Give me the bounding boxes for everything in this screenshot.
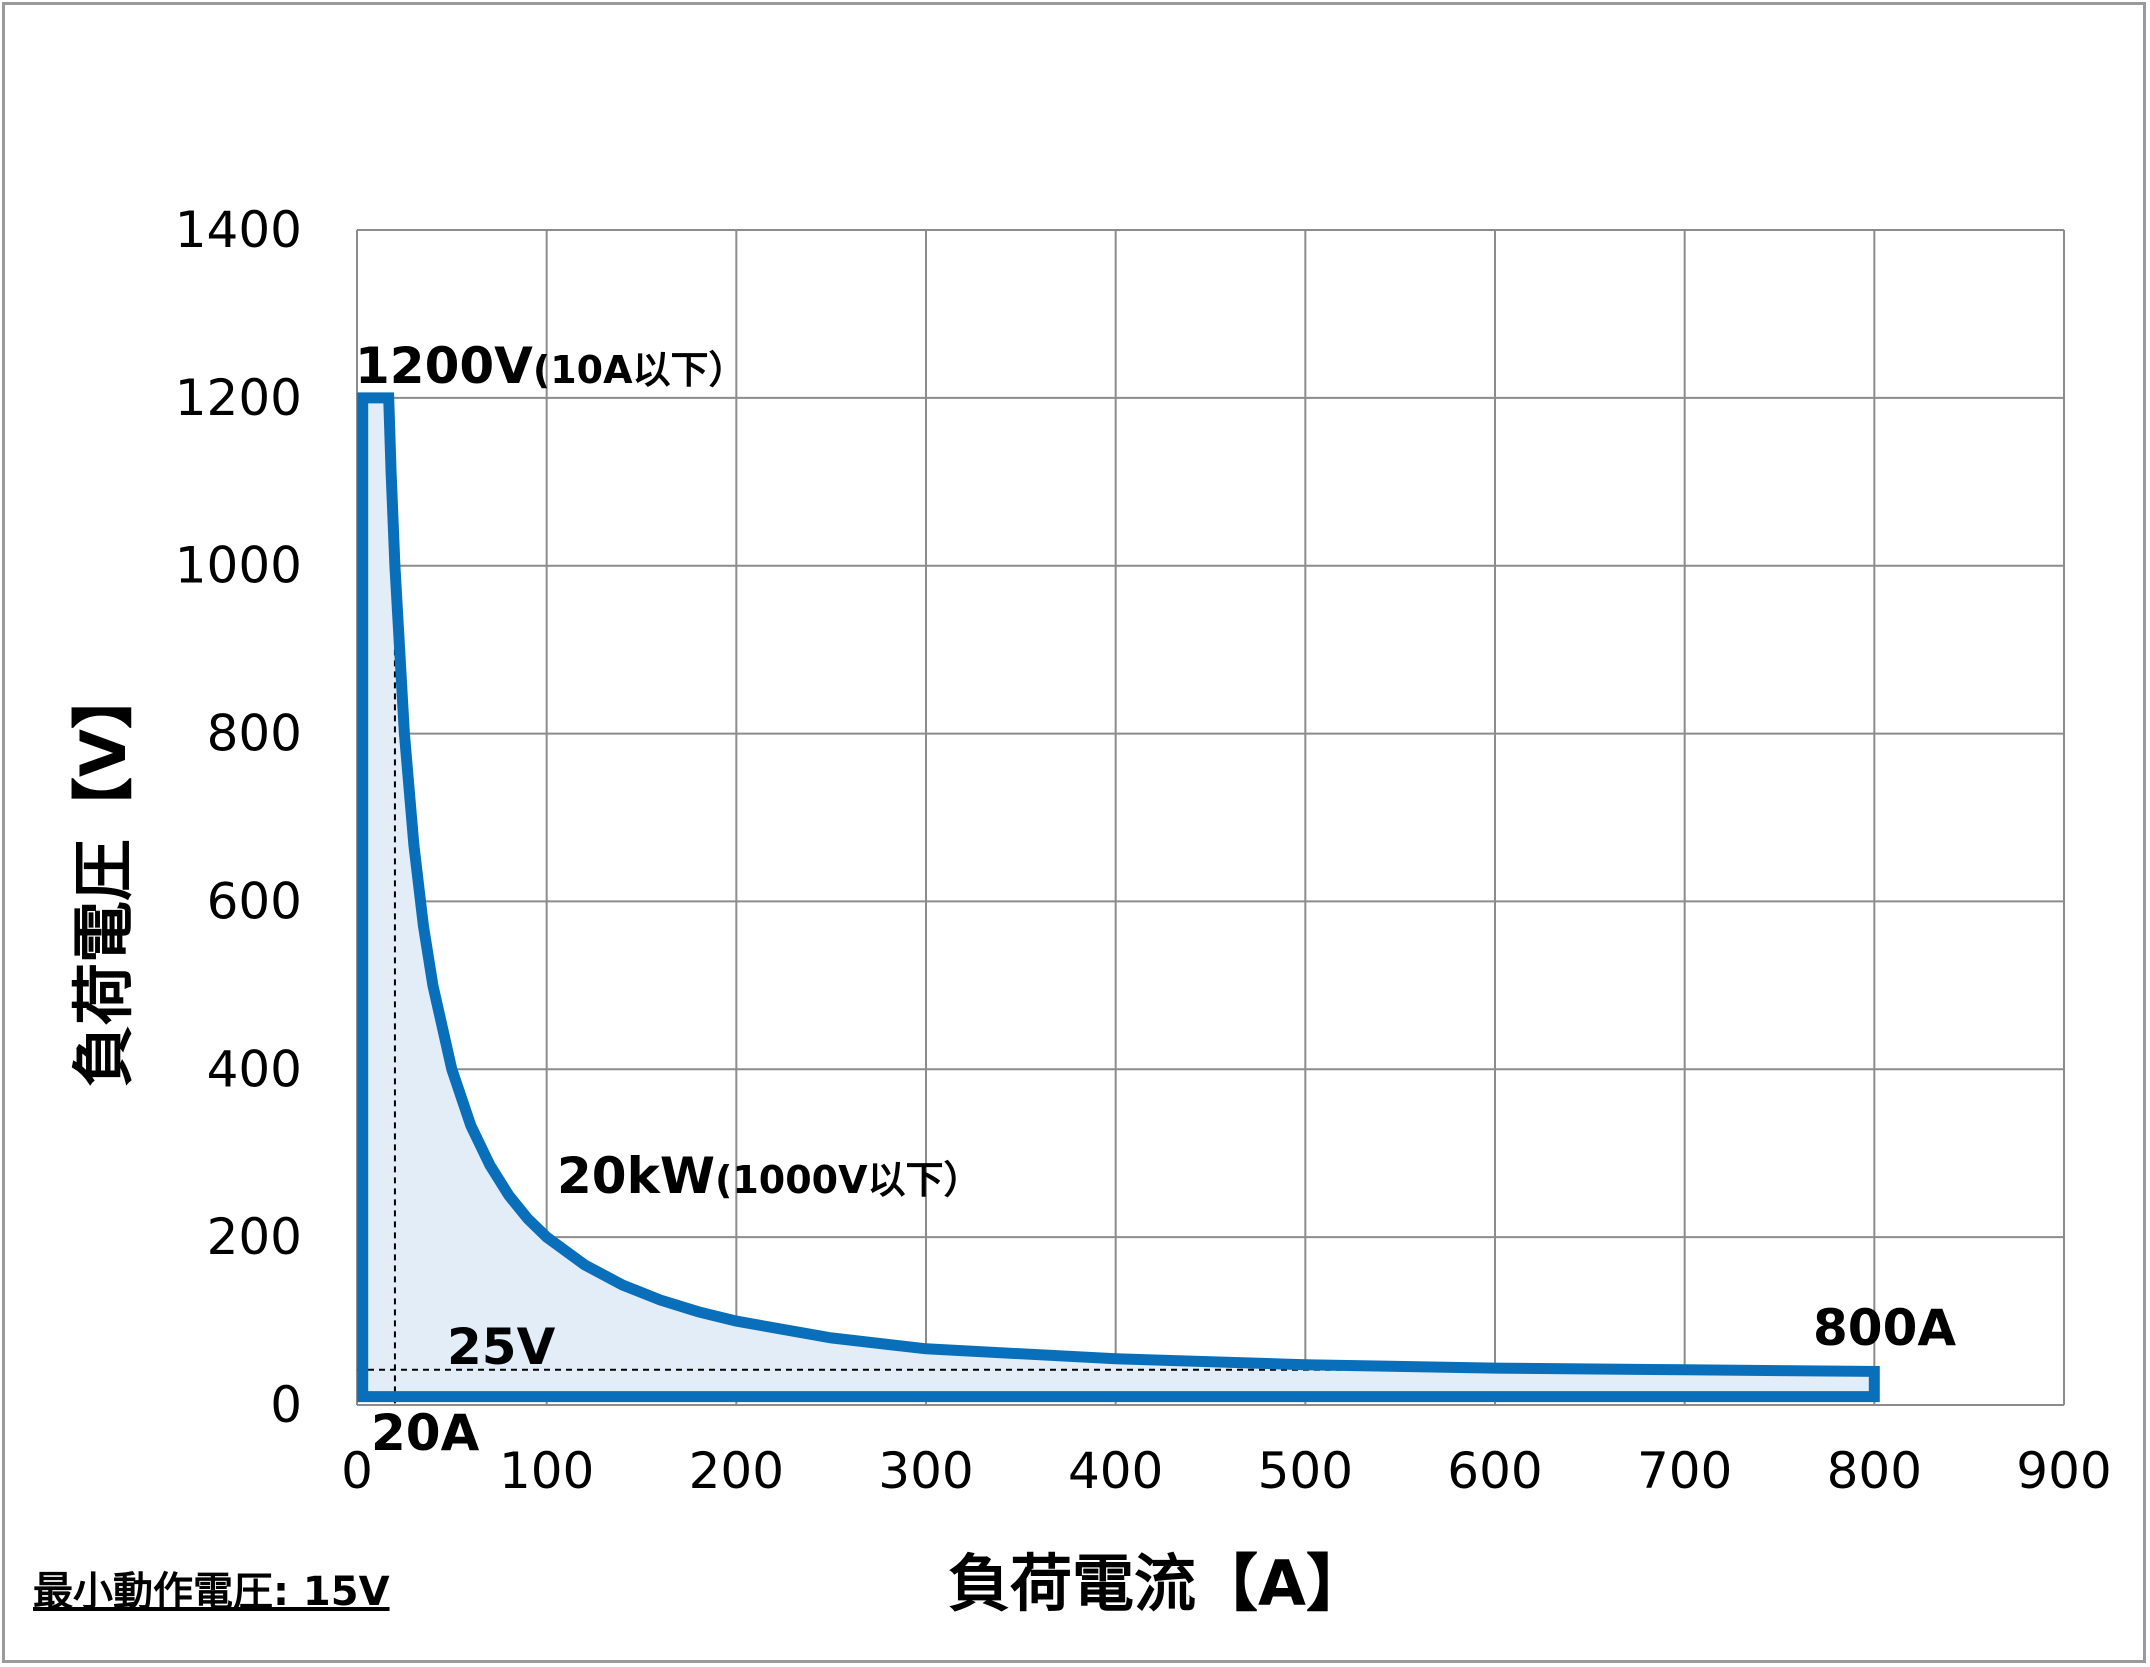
y-axis-title: 負荷電圧【V】	[67, 667, 140, 1087]
note-min-operating-voltage: 最小動作電圧: 15V	[33, 1569, 390, 1615]
x-tick-label: 300	[878, 1442, 973, 1500]
x-tick-label: 600	[1447, 1442, 1542, 1500]
series-fill	[362, 397, 1875, 1397]
x-tick-label: 200	[689, 1442, 784, 1500]
x-tick-label: 700	[1637, 1442, 1732, 1500]
y-tick-label: 1000	[175, 537, 302, 595]
x-tick-label: 900	[2016, 1442, 2111, 1500]
annotation-min-voltage: 25V	[447, 1318, 556, 1376]
x-tick-label: 500	[1258, 1442, 1353, 1500]
y-tick-label: 400	[207, 1040, 302, 1098]
series-curve	[357, 392, 1880, 1403]
x-tick-label: 800	[1827, 1442, 1922, 1500]
series-line	[357, 392, 1880, 1403]
x-tick-labels: 0 100 200 300 400 500 600 700 800 900	[341, 1442, 2112, 1500]
annotation-power: 20kW(1000V以下）	[557, 1147, 982, 1205]
x-tick-label: 0	[341, 1442, 373, 1500]
x-tick-label: 400	[1068, 1442, 1163, 1500]
y-tick-label: 200	[207, 1208, 302, 1266]
y-tick-labels: 0 200 400 600 800 1000 1200 1400	[175, 201, 302, 1434]
annotation-max-current: 800A	[1813, 1299, 1956, 1357]
y-tick-label: 1200	[175, 369, 302, 427]
annotation-max-voltage: 1200V(10A以下）	[355, 337, 747, 395]
series-area	[362, 397, 1875, 1397]
y-tick-label: 800	[207, 705, 302, 763]
annotation-min-current: 20A	[371, 1404, 480, 1462]
y-tick-label: 600	[207, 872, 302, 930]
x-axis-title: 負荷電流【A】	[948, 1547, 1368, 1620]
x-tick-label: 100	[499, 1442, 594, 1500]
y-tick-label: 0	[270, 1376, 302, 1434]
y-tick-label: 1400	[175, 201, 302, 259]
grid	[356, 229, 2065, 1406]
